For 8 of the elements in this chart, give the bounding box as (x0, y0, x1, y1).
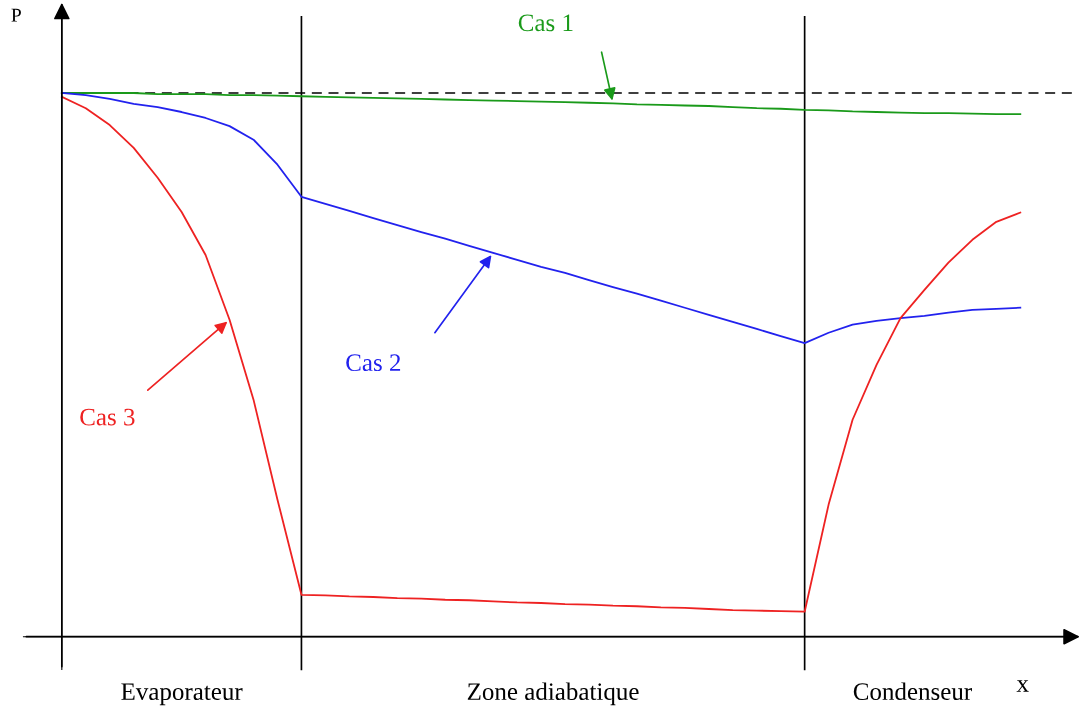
y-axis-title: P (11, 8, 21, 22)
text: Zone adiabatique (467, 682, 639, 706)
x-axis-title: x (1016, 680, 1029, 692)
text: Evaporateur (121, 683, 243, 706)
text: Cas 2 (346, 354, 401, 372)
text: Condenseur (853, 682, 972, 701)
text: Cas 1 (518, 14, 573, 32)
text: Cas 3 (80, 408, 135, 426)
